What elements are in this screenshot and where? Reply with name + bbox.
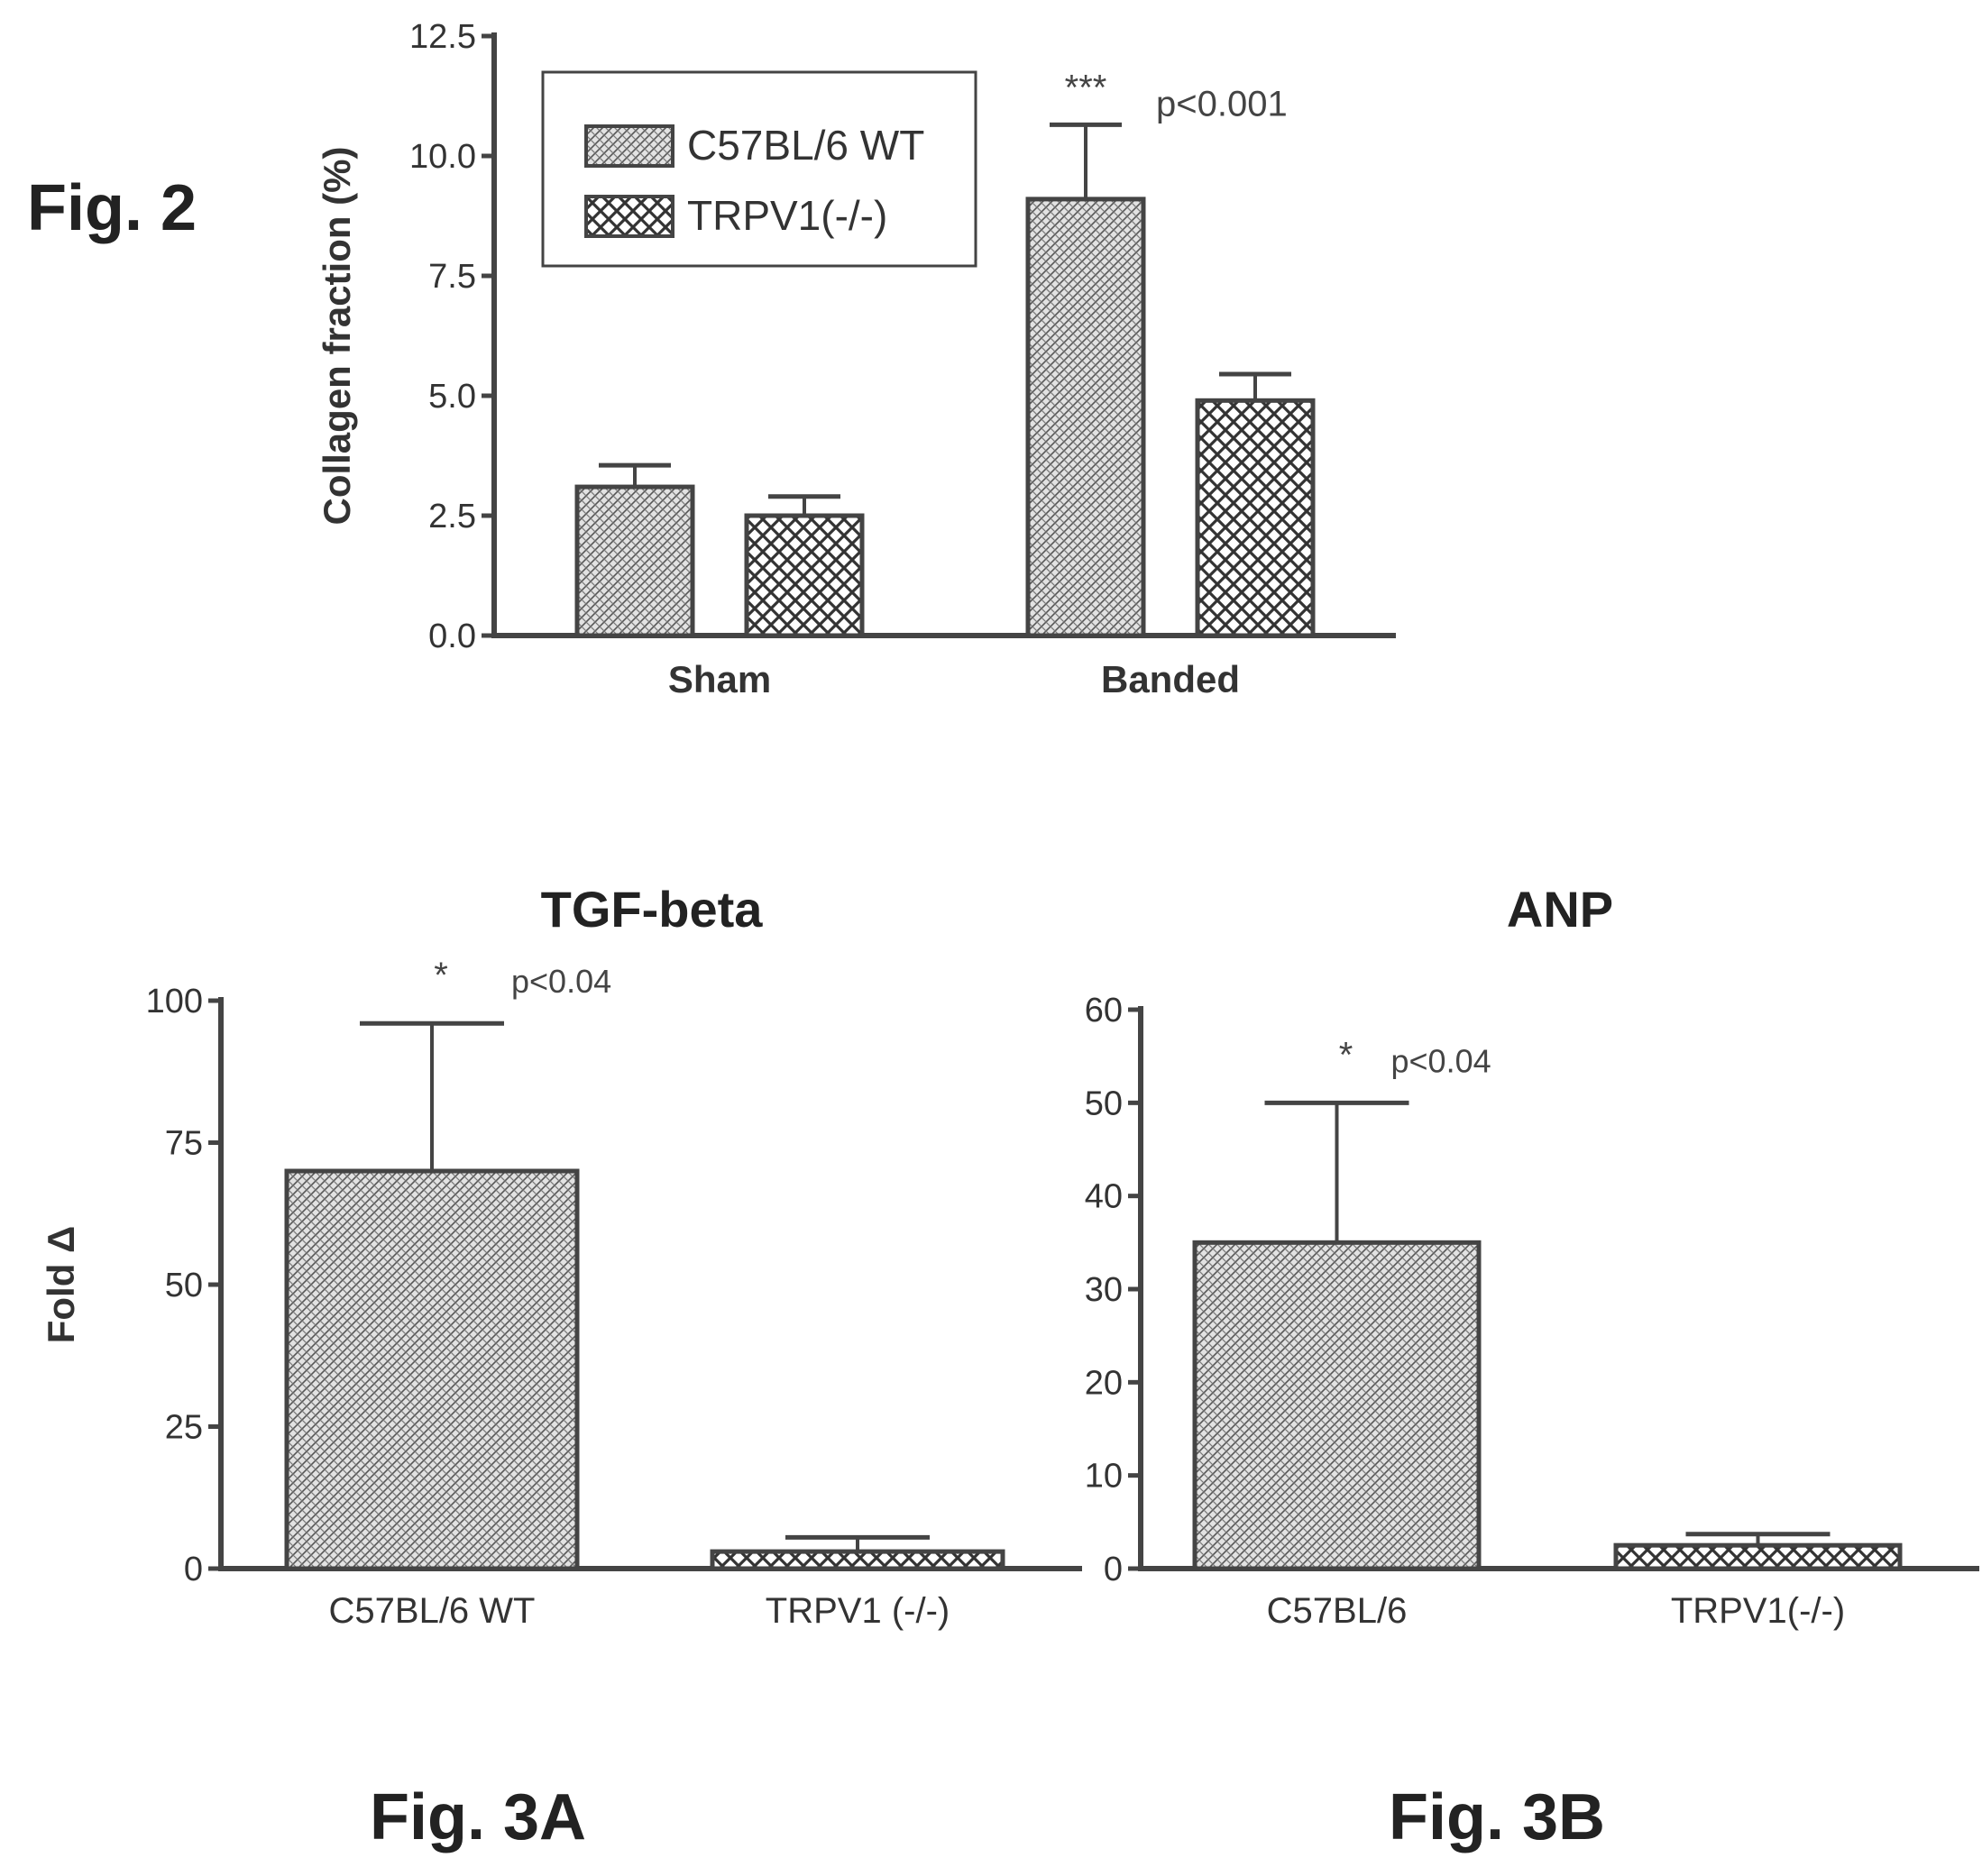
x-tick-label: TRPV1 (-/-) — [766, 1591, 950, 1631]
legend-swatch — [584, 195, 674, 238]
y-tick-label: 20 — [1085, 1364, 1123, 1402]
significance-stars: * — [1339, 1035, 1353, 1075]
y-tick-label: 5.0 — [428, 378, 476, 416]
fig3a-label: Fig. 3A — [370, 1781, 587, 1853]
chart-fig2: 0.0 2.5 5.0 7.5 10.0 12.5 Collagen fraction (%… — [316, 18, 1396, 700]
bar — [1192, 1240, 1482, 1571]
y-tick-label: 0 — [1104, 1551, 1123, 1588]
y-tick-label: 10 — [1085, 1458, 1123, 1496]
y-tick-label: 0.0 — [428, 618, 476, 655]
chart-title: TGF-beta — [541, 881, 764, 938]
x-tick-label: Sham — [668, 658, 771, 700]
y-tick-label: 0 — [184, 1551, 203, 1588]
y-tick-label: 30 — [1085, 1271, 1123, 1309]
chart-fig3a: 0 25 50 75 100 Fold Δ TGF-beta C57BL/6 WT TRPV1 … — [40, 881, 1082, 1631]
legend-swatch — [584, 124, 674, 168]
y-tick-label: 60 — [1085, 992, 1123, 1030]
y-tick-label: 50 — [1085, 1084, 1123, 1122]
bar — [1025, 197, 1146, 638]
legend-label: TRPV1(-/-) — [687, 192, 887, 239]
bar — [574, 484, 695, 638]
p-value-annotation: p<0.001 — [1156, 84, 1288, 124]
y-tick-label: 50 — [165, 1267, 203, 1304]
chart-fig3b: 0 10 20 30 40 50 60 ANP C57BL/6 TRPV1(-/-) * p<0.04 — [1085, 881, 1979, 1631]
legend-label: C57BL/6 WT — [687, 122, 924, 169]
chart-title: ANP — [1507, 881, 1613, 938]
y-tick-label: 75 — [165, 1125, 203, 1163]
x-tick-label: Banded — [1101, 658, 1240, 700]
x-tick-label: TRPV1(-/-) — [1671, 1591, 1845, 1631]
fig2-label: Fig. 2 — [27, 172, 197, 244]
bar — [1195, 398, 1316, 638]
x-tick-label: C57BL/6 — [1267, 1591, 1408, 1631]
y-tick-label: 100 — [146, 983, 203, 1020]
y-tick-label: 12.5 — [409, 18, 476, 56]
bar — [1613, 1542, 1903, 1571]
significance-stars: * — [434, 956, 448, 995]
fig3b-label: Fig. 3B — [1389, 1781, 1606, 1853]
y-tick-label: 2.5 — [428, 498, 476, 535]
x-tick-label: C57BL/6 WT — [329, 1591, 536, 1631]
bar — [710, 1549, 1005, 1571]
y-tick-label: 10.0 — [409, 138, 476, 176]
legend: C57BL/6 WT TRPV1(-/-) — [541, 70, 977, 268]
significance-stars: *** — [1065, 68, 1107, 107]
bar — [284, 1168, 580, 1571]
p-value-annotation: p<0.04 — [511, 963, 611, 1000]
y-axis-label: Collagen fraction (%) — [316, 146, 358, 525]
y-tick-label: 7.5 — [428, 258, 476, 296]
y-axis-label: Fold Δ — [40, 1226, 82, 1344]
bar — [744, 513, 865, 638]
p-value-annotation: p<0.04 — [1391, 1042, 1491, 1079]
y-tick-label: 40 — [1085, 1178, 1123, 1216]
y-tick-label: 25 — [165, 1409, 203, 1447]
